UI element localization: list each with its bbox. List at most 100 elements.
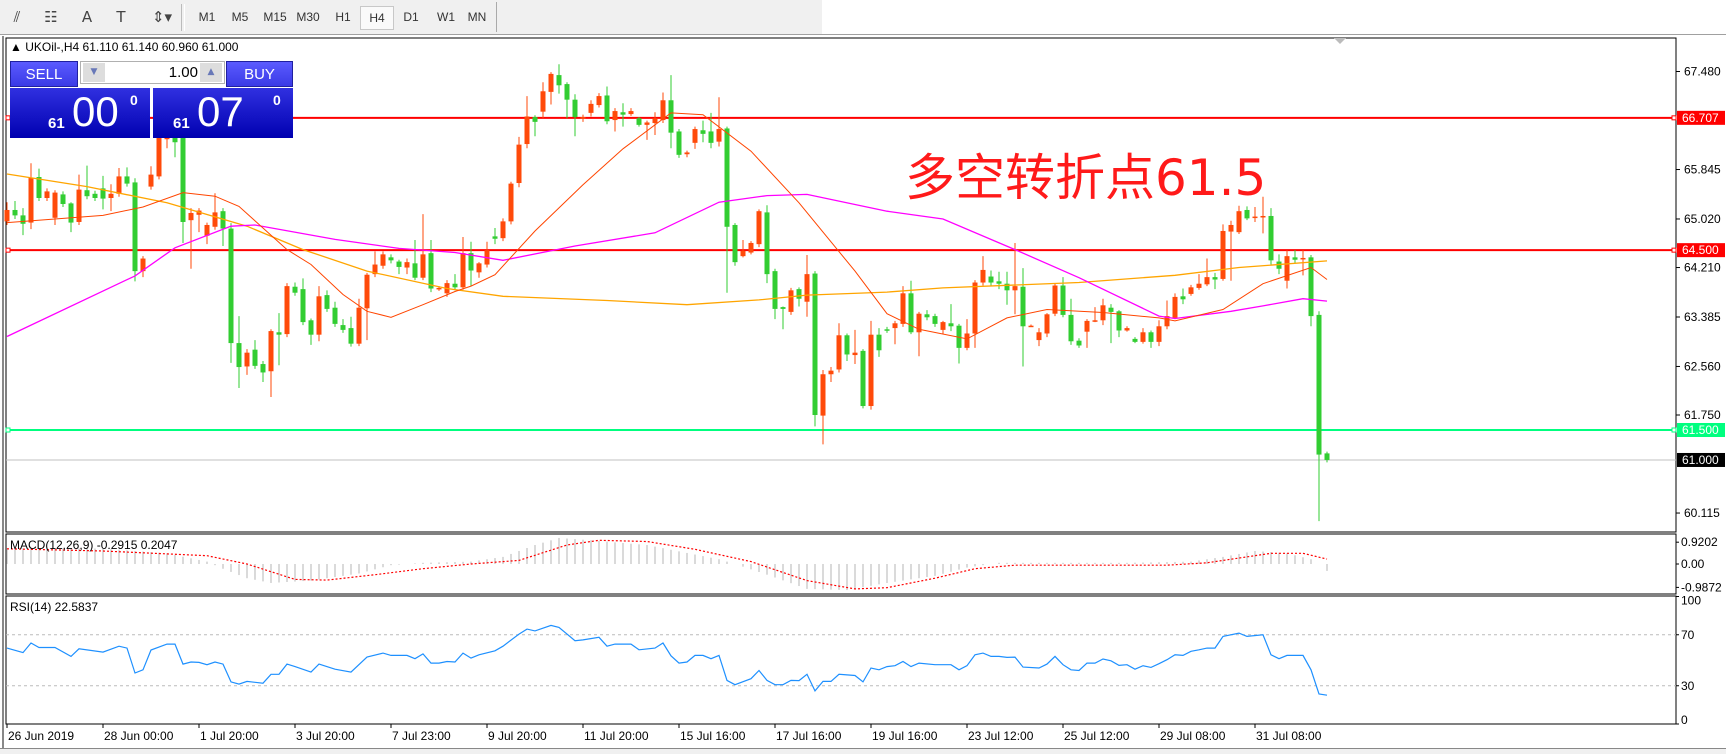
candle[interactable] bbox=[212, 193, 218, 230]
candle[interactable] bbox=[204, 222, 210, 245]
candle[interactable] bbox=[1244, 206, 1250, 221]
timeframe-d1[interactable]: D1 bbox=[403, 10, 419, 24]
line-anchor-handle[interactable] bbox=[5, 247, 11, 253]
candle[interactable] bbox=[1148, 330, 1154, 348]
candle[interactable] bbox=[668, 75, 674, 149]
chart-shift-marker-icon[interactable] bbox=[1334, 38, 1346, 44]
candle[interactable] bbox=[980, 256, 986, 286]
candle[interactable] bbox=[500, 218, 506, 242]
candle[interactable] bbox=[540, 82, 546, 119]
candle[interactable] bbox=[1036, 328, 1042, 347]
candle[interactable] bbox=[948, 304, 954, 332]
lot-size-field[interactable]: ▼ 1.00 ▲ bbox=[80, 61, 225, 84]
fibonacci-grid-icon[interactable]: ☷ bbox=[44, 8, 58, 26]
candle[interactable] bbox=[148, 166, 154, 190]
candle[interactable] bbox=[348, 316, 354, 347]
timeframe-mn[interactable]: MN bbox=[467, 10, 487, 24]
candle[interactable] bbox=[1324, 451, 1330, 463]
candle[interactable] bbox=[116, 168, 122, 197]
candle[interactable] bbox=[564, 82, 570, 119]
candle[interactable] bbox=[556, 64, 562, 94]
buy-button[interactable]: BUY bbox=[226, 61, 293, 87]
lot-increase-icon[interactable]: ▲ bbox=[200, 63, 222, 82]
candle[interactable] bbox=[476, 262, 482, 278]
candle[interactable] bbox=[588, 100, 594, 117]
candle[interactable] bbox=[764, 205, 770, 284]
candle[interactable] bbox=[1044, 313, 1050, 338]
candle[interactable] bbox=[1260, 196, 1266, 234]
candle[interactable] bbox=[732, 223, 738, 266]
candle[interactable] bbox=[36, 168, 42, 201]
candle[interactable] bbox=[924, 310, 930, 321]
candle[interactable] bbox=[1076, 338, 1082, 348]
candle[interactable] bbox=[1212, 272, 1218, 290]
timeframe-h4[interactable]: H4 bbox=[360, 6, 394, 30]
candle[interactable] bbox=[68, 202, 74, 233]
candle[interactable] bbox=[676, 129, 682, 158]
candle[interactable] bbox=[460, 236, 466, 290]
candle[interactable] bbox=[284, 283, 290, 338]
candle[interactable] bbox=[268, 329, 274, 398]
candle[interactable] bbox=[876, 328, 882, 357]
candle[interactable] bbox=[316, 286, 322, 342]
candle[interactable] bbox=[324, 290, 330, 312]
candle[interactable] bbox=[756, 209, 762, 248]
candle[interactable] bbox=[1196, 274, 1202, 290]
candle[interactable] bbox=[988, 270, 994, 287]
candle[interactable] bbox=[620, 103, 626, 127]
candle[interactable] bbox=[332, 301, 338, 327]
candle[interactable] bbox=[740, 239, 746, 258]
candle[interactable] bbox=[100, 175, 106, 210]
candle[interactable] bbox=[884, 326, 890, 333]
candle[interactable] bbox=[692, 126, 698, 149]
candle[interactable] bbox=[220, 208, 226, 246]
candle[interactable] bbox=[156, 130, 162, 180]
candle[interactable] bbox=[860, 349, 866, 409]
candle[interactable] bbox=[660, 92, 666, 124]
candle[interactable] bbox=[292, 282, 298, 296]
candle[interactable] bbox=[956, 323, 962, 364]
candle[interactable] bbox=[132, 178, 138, 282]
candle[interactable] bbox=[940, 320, 946, 335]
candle[interactable] bbox=[388, 254, 394, 264]
candle[interactable] bbox=[532, 115, 538, 137]
candle[interactable] bbox=[1068, 298, 1074, 345]
candle[interactable] bbox=[364, 272, 370, 341]
chart-annotation-text[interactable]: 多空转折点61.5 bbox=[905, 149, 1267, 207]
candle[interactable] bbox=[44, 188, 50, 201]
candle[interactable] bbox=[604, 86, 610, 125]
candle[interactable] bbox=[636, 117, 642, 127]
timeframe-m30[interactable]: M30 bbox=[296, 10, 320, 24]
candle[interactable] bbox=[724, 126, 730, 293]
line-anchor-handle[interactable] bbox=[1671, 115, 1677, 121]
candle[interactable] bbox=[780, 306, 786, 330]
candle[interactable] bbox=[1220, 224, 1226, 281]
candle[interactable] bbox=[1124, 326, 1130, 332]
candle[interactable] bbox=[892, 320, 898, 345]
candle[interactable] bbox=[236, 316, 242, 389]
candle[interactable] bbox=[612, 108, 618, 132]
candle[interactable] bbox=[812, 271, 818, 427]
timeframe-h1[interactable]: H1 bbox=[335, 10, 351, 24]
candle[interactable] bbox=[1180, 288, 1186, 305]
candle[interactable] bbox=[868, 320, 874, 410]
candle[interactable] bbox=[772, 268, 778, 320]
candle[interactable] bbox=[652, 112, 658, 136]
candle[interactable] bbox=[412, 239, 418, 281]
candle[interactable] bbox=[4, 202, 10, 225]
candle[interactable] bbox=[1204, 258, 1210, 287]
candle[interactable] bbox=[428, 239, 434, 293]
candle[interactable] bbox=[1164, 300, 1170, 330]
candle[interactable] bbox=[1172, 293, 1178, 320]
fibonacci-fan-icon[interactable]: ⫽ bbox=[13, 8, 21, 26]
candle[interactable] bbox=[1052, 283, 1058, 317]
candle[interactable] bbox=[716, 97, 722, 147]
candle[interactable] bbox=[380, 251, 386, 269]
candle[interactable] bbox=[124, 167, 130, 187]
sell-price-button[interactable]: 61 00 0 bbox=[10, 88, 150, 138]
candle[interactable] bbox=[468, 241, 474, 287]
candle[interactable] bbox=[404, 258, 410, 275]
candle[interactable] bbox=[580, 114, 586, 122]
candle[interactable] bbox=[804, 254, 810, 317]
candle[interactable] bbox=[1092, 307, 1098, 323]
